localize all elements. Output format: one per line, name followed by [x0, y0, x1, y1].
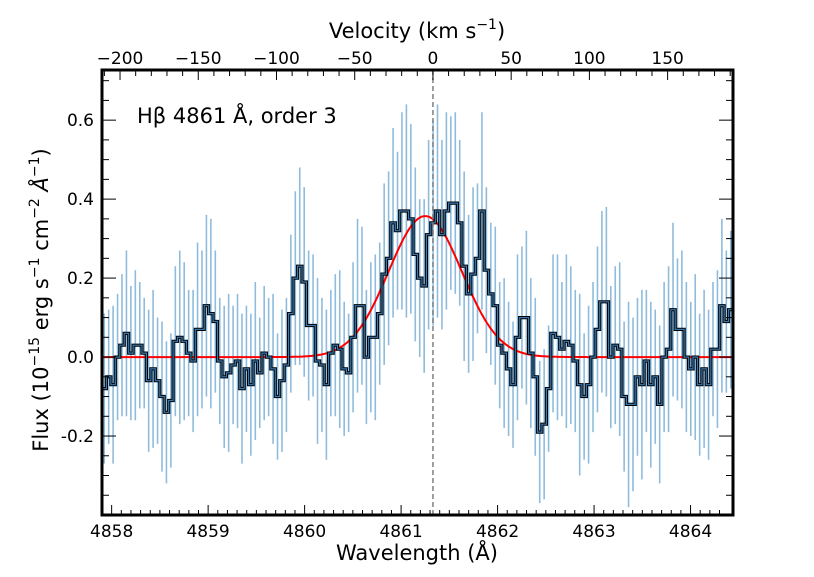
flux-step-outline [102, 201, 733, 434]
y-tick-label: 0.0 [67, 348, 94, 368]
annotation-label: Hβ 4861 Å, order 3 [137, 102, 337, 128]
gaussian-fit-group [102, 215, 733, 359]
x-tick-label: 4862 [476, 522, 519, 542]
top-tick-label: 50 [500, 49, 522, 69]
y-title-mid1: erg s [29, 278, 53, 337]
top-tick-label: −100 [253, 49, 300, 69]
x-tick-label: 4859 [186, 522, 229, 542]
y-axis-title: Flux (10−15 erg s−1 cm−2 Å−1) [27, 148, 53, 451]
plot-frame [100, 68, 735, 517]
top-axis-title-exp: −1 [476, 17, 497, 33]
y-tick-label: 0.6 [67, 111, 94, 131]
top-axis-title-suffix: ) [497, 19, 505, 43]
y-title-prefix: Flux (10 [29, 366, 53, 451]
y-tick-label: 0.4 [67, 190, 94, 210]
x-tick-label: 4864 [669, 522, 712, 542]
flux-step-line [102, 202, 733, 433]
y-tick-label: -0.2 [61, 427, 94, 447]
y-title-exp2: −1 [27, 257, 43, 278]
tick-labels-group: 4858 4859 4860 4861 4862 4863 4864 -0.2 0.0 0.2 0.… [61, 49, 712, 542]
x-axis-title: Wavelength (Å) [336, 539, 498, 565]
top-tick-label: −150 [175, 49, 222, 69]
axes-group [100, 68, 735, 517]
y-title-mid3: Å [27, 177, 53, 198]
top-tick-label: 100 [573, 49, 605, 69]
y-title-mid2: cm [29, 219, 53, 258]
top-tick-label: 0 [428, 49, 439, 69]
x-tick-label: 4860 [283, 522, 326, 542]
y-title-exp3: −2 [27, 198, 43, 219]
y-title-exp4: −1 [27, 156, 43, 177]
top-axis-title-prefix: Velocity (km s [329, 19, 476, 43]
y-title-exp1: −15 [27, 337, 43, 367]
top-axis-title: Velocity (km s−1) [329, 17, 505, 43]
y-title-suffix: ) [29, 148, 53, 156]
gaussian-fit-line [102, 215, 733, 359]
x-tick-label: 4858 [90, 522, 133, 542]
x-tick-label: 4863 [572, 522, 615, 542]
top-tick-label: −200 [97, 49, 144, 69]
y-tick-label: 0.2 [67, 269, 94, 289]
top-tick-label: −50 [337, 49, 373, 69]
flux-step-group [102, 201, 733, 434]
errorbars-group [103, 104, 732, 508]
x-tick-label: 4861 [379, 522, 422, 542]
top-tick-label: 150 [651, 49, 683, 69]
